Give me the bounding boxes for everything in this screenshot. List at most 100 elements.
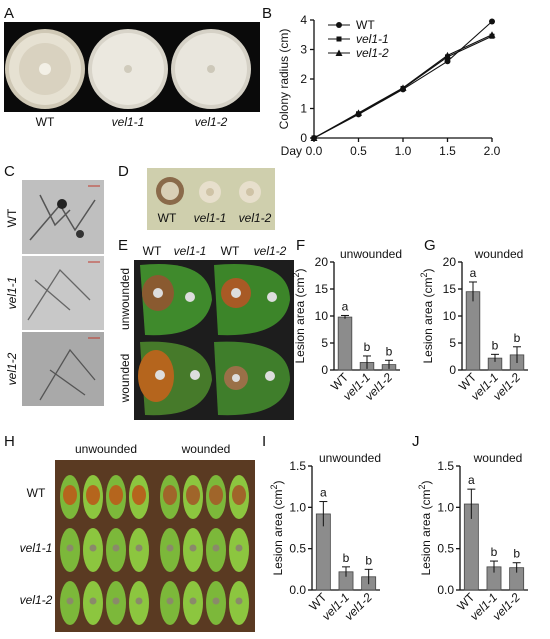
legend-label-vel1-2: vel1-2 [356,46,389,60]
significance-letter-vel1-2: b [513,547,520,561]
x-tick-label: 0.0 [306,144,323,158]
leaf-row-label-wounded: wounded [118,354,132,404]
fruit-lesion [186,485,200,505]
fruit-lesion [109,485,123,505]
fruit-spot [166,597,174,605]
chart-title: unwounded [319,451,381,465]
y-tick-label: 0.5 [437,542,454,556]
panel-label-f: F [296,237,305,254]
panel-label-c: C [4,163,15,180]
y-tick-label: 0 [300,131,307,145]
fruit-spot [235,544,243,552]
fruit-lesion [86,485,100,505]
bar-WT [465,291,481,371]
fruit-col-header-unwounded: unwounded [75,442,137,456]
plate-vel1-1 [88,29,168,109]
x-tick-label: 0.5 [350,144,367,158]
legend-label-vel1-1: vel1-1 [356,32,389,46]
fruit-spot [112,544,120,552]
significance-letter-WT: a [468,473,475,487]
significance-letter-vel1-2: b [386,344,393,358]
fruit-row-label-wt: WT [27,486,46,500]
fruit-lesion [63,485,77,505]
plate-vel1-2 [171,29,251,109]
y-tick-label: 1.5 [437,459,454,473]
y-tick-label: 5 [321,336,328,350]
x-tick-label: 1.5 [439,144,456,158]
leaf-col-header-2: vel1-1 [174,244,207,258]
y-tick-label: 0.0 [289,583,306,597]
y-tick-label: 20 [315,255,329,269]
fruit-spot [235,597,243,605]
significance-letter-vel1-1: b [491,545,498,559]
y-tick-label: 20 [443,255,457,269]
y-tick-label: 1 [300,102,307,116]
colony-spots [156,177,261,205]
y-tick-label: 4 [300,13,307,27]
significance-letter-vel1-2: b [365,553,372,567]
colony-label-vel1-2: vel1-2 [239,211,272,225]
leaf-col-header-1: WT [143,244,162,258]
fruit-lesion [209,485,223,505]
chart-title: unwounded [340,247,402,261]
colony-radius-chart: 0 1 2 3 4 0.0 0.5 1.0 1.5 2.0 Day Colony radius (cm… [277,13,501,158]
y-axis-title: Lesion area (cm2) [417,480,433,575]
panel-label-h: H [4,433,15,450]
y-tick-label: 10 [443,309,457,323]
fruit-spot [66,597,74,605]
plate-label-vel1-2: vel1-2 [195,115,228,129]
data-point-vel1-2 [488,31,496,38]
leaf-col-header-4: vel1-2 [254,244,287,258]
fruit-spot [112,597,120,605]
fruit-lesion [232,485,246,505]
fruit-lesion [163,485,177,505]
microscopy-panel [22,180,104,406]
y-axis-title: Colony radius (cm) [277,29,291,130]
leaf-col-header-3: WT [221,244,240,258]
significance-letter-WT: a [320,486,327,500]
x-axis-title-day: Day [281,144,302,158]
chart-title: wounded [474,247,524,261]
plate-wt [5,29,85,109]
panel-label-b: B [262,5,272,22]
data-point-vel1-2 [399,84,407,91]
y-tick-label: 3 [300,43,307,57]
leaves-e [138,264,290,416]
micro-label-vel1-2: vel1-2 [5,352,19,385]
colony-label-vel1-1: vel1-1 [194,211,227,225]
significance-letter-WT: a [342,299,349,313]
fruit-spot [166,544,174,552]
significance-letter-vel1-1: b [343,551,350,565]
panel-label-a: A [4,5,14,22]
y-tick-label: 0 [321,363,328,377]
bar-WT [337,316,353,371]
panel-label-i: I [262,433,266,450]
colony-label-wt: WT [158,211,177,225]
y-tick-label: 15 [315,282,329,296]
y-axis-title: Lesion area (cm2) [419,268,435,363]
legend-label-WT: WT [356,18,375,32]
fruit-grid [60,475,249,625]
y-tick-label: 0.5 [289,542,306,556]
data-point-vel1-2 [310,134,318,141]
y-tick-label: 1.0 [437,500,454,514]
fruit-spot [189,544,197,552]
legend-marker-vel1-2 [335,49,343,56]
significance-letter-WT: a [470,266,477,280]
plate-label-wt: WT [36,115,55,129]
significance-letter-vel1-2: b [514,331,521,345]
y-tick-label: 1.0 [289,500,306,514]
legend-marker-WT [336,22,342,28]
fruit-row-label-vel1-1: vel1-1 [20,541,53,555]
fruit-spot [89,597,97,605]
panel-label-e: E [118,237,128,254]
fruit-spot [135,544,143,552]
fruit-row-label-vel1-2: vel1-2 [20,593,53,607]
panel-label-g: G [424,237,436,254]
y-axis-title: Lesion area (cm2) [269,480,285,575]
fruit-spot [212,544,220,552]
fruit-spot [189,597,197,605]
fruit-lesion [132,485,146,505]
